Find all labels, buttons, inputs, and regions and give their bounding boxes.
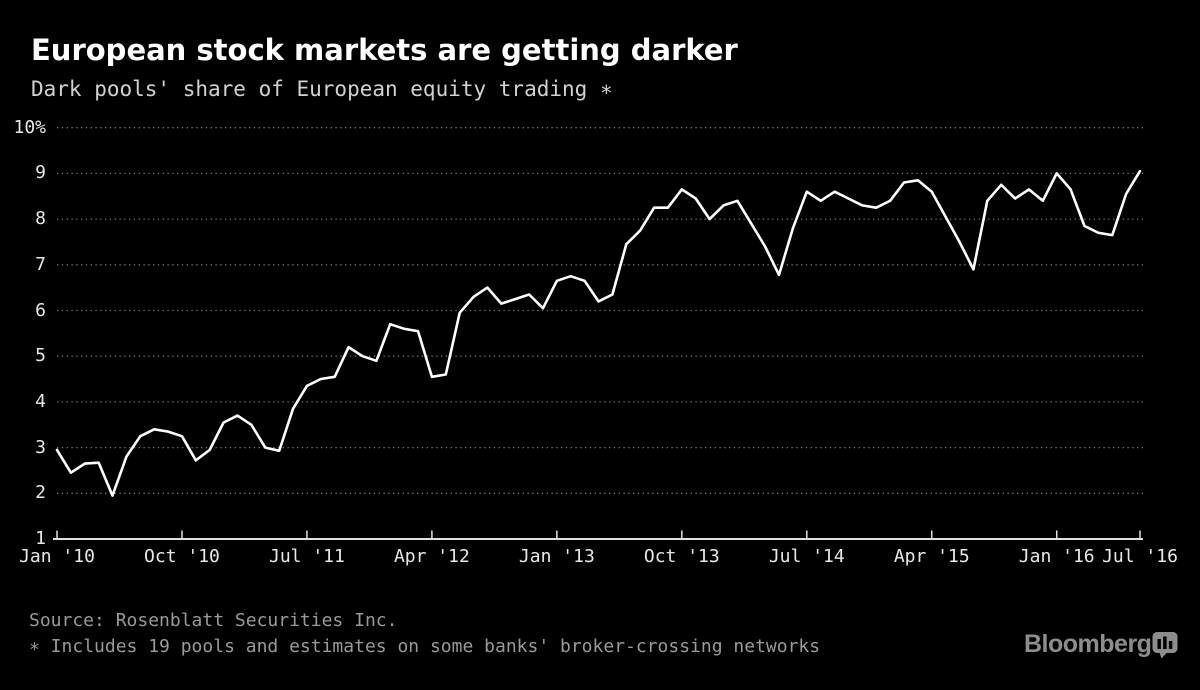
x-axis-label: Jul '16: [1102, 546, 1178, 567]
x-axis-label: Jul '11: [268, 546, 345, 567]
chart-subtitle: Dark pools' share of European equity tra…: [31, 77, 613, 101]
x-axis-label: Oct '10: [144, 546, 220, 567]
y-axis-label: 1: [35, 528, 46, 549]
y-axis-label: 10%: [13, 116, 46, 138]
x-axis-label: Jul '14: [768, 546, 845, 567]
y-axis-label: 7: [35, 253, 46, 275]
footnote-text: ∗ Includes 19 pools and estimates on som…: [29, 636, 821, 657]
y-axis-label: 5: [35, 345, 46, 367]
bloomberg-logo-text: Bloomberg: [1024, 630, 1152, 658]
x-axis-label: Apr '15: [893, 546, 970, 567]
y-axis-label: 6: [35, 299, 46, 321]
x-axis-label: Apr '12: [393, 546, 470, 567]
y-axis-label: 8: [35, 208, 46, 230]
y-axis-label: 3: [35, 436, 46, 458]
x-axis-label: Jan '10: [19, 546, 95, 567]
source-text: Source: Rosenblatt Securities Inc.: [29, 610, 398, 631]
data-line: [55, 169, 1142, 497]
y-axis-label: 9: [35, 162, 46, 184]
x-axis-label: Jan '16: [1018, 546, 1095, 567]
chart-title: European stock markets are getting darke…: [31, 33, 738, 67]
y-axis-label: 2: [35, 482, 46, 504]
y-axis-label: 4: [35, 390, 46, 412]
x-axis-label: Jan '13: [518, 546, 595, 567]
x-axis-label: Oct '13: [643, 546, 720, 567]
bloomberg-logo-icon: [1152, 632, 1178, 659]
